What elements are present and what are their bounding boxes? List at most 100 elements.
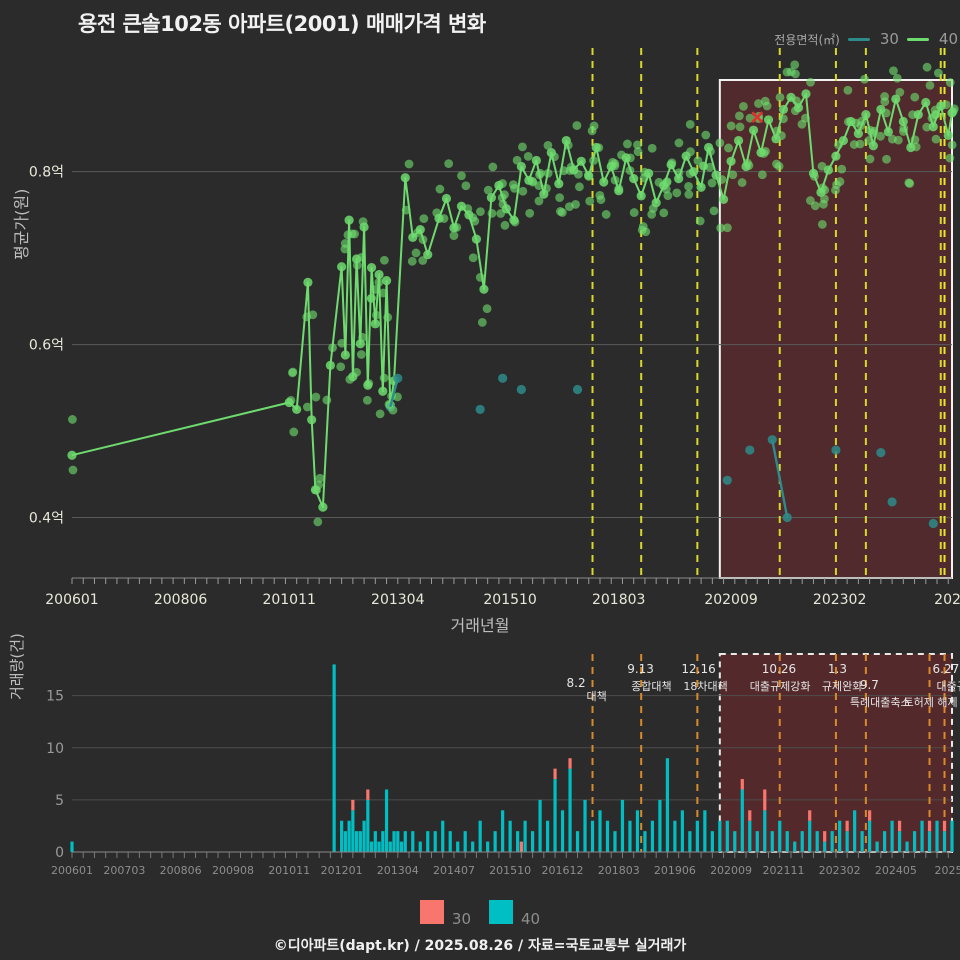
price-scatter-point-40 xyxy=(367,293,376,303)
price-scatter-point-40 xyxy=(288,368,297,378)
volume-bar-40 xyxy=(493,831,497,852)
price-scatter-point-40 xyxy=(435,184,445,194)
price-scatter-point-40 xyxy=(512,155,522,165)
volume-bar-40 xyxy=(853,810,857,852)
price-scatter-point-40 xyxy=(641,227,651,237)
volume-bar-40 xyxy=(785,831,789,852)
price-point-40 xyxy=(943,130,953,140)
volume-bar-40 xyxy=(725,820,729,852)
volume-bar-40 xyxy=(456,841,460,852)
volume-bar-40 xyxy=(598,810,602,852)
price-point-40 xyxy=(636,191,646,201)
price-scatter-point-40 xyxy=(369,285,379,294)
price-scatter-point-40 xyxy=(931,134,941,144)
volume-x-tick-label: 20250 xyxy=(935,864,960,877)
price-scatter-point-40 xyxy=(835,177,845,186)
price-scatter-point-40 xyxy=(684,182,693,191)
price-scatter-point-40 xyxy=(463,204,473,214)
price-scatter-point-40 xyxy=(565,166,575,175)
price-scatter-point-40 xyxy=(662,177,672,187)
price-scatter-point-40 xyxy=(948,107,958,116)
price-point-40 xyxy=(696,182,706,192)
volume-x-tick-label: 202009 xyxy=(710,864,752,877)
price-point-40 xyxy=(599,177,609,187)
price-scatter-point-40 xyxy=(542,184,551,193)
volume-policy-label: 대출규제강화 xyxy=(749,680,811,693)
price-scatter-point-40 xyxy=(543,141,553,150)
volume-policy-date: 8.2 xyxy=(566,676,586,690)
volume-bar-40 xyxy=(568,768,572,852)
volume-bar-40 xyxy=(643,831,647,852)
price-scatter-point-40 xyxy=(470,216,480,226)
price-scatter-point-40 xyxy=(800,113,810,123)
price-scatter-point-40 xyxy=(534,196,544,206)
price-x-tick-label: 202009 xyxy=(704,592,757,608)
price-point-40 xyxy=(381,276,392,286)
price-scatter-point-40 xyxy=(857,116,867,126)
price-scatter-point-40 xyxy=(843,117,853,127)
price-scatter-point-40 xyxy=(508,180,518,190)
price-scatter-point-40 xyxy=(659,208,669,218)
volume-policy-label: 특례대출축소 xyxy=(849,696,911,709)
price-scatter-point-40 xyxy=(585,196,595,206)
price-scatter-point-40 xyxy=(364,378,374,388)
price-scatter-point-40 xyxy=(882,154,891,164)
legend-title: 전용면적(㎡) xyxy=(774,32,840,47)
price-scatter-point-40 xyxy=(744,161,754,170)
price-x-tick-label: 201803 xyxy=(592,592,645,608)
price-point-30 xyxy=(928,518,938,529)
volume-bar-40 xyxy=(351,810,355,852)
price-scatter-point-40 xyxy=(925,80,935,90)
price-scatter-point-40 xyxy=(754,99,763,108)
volume-bar-40 xyxy=(845,831,849,852)
price-scatter-point-40 xyxy=(910,92,920,102)
volume-bar-40 xyxy=(838,820,842,852)
price-scatter-point-40 xyxy=(881,108,891,118)
price-scatter-point-40 xyxy=(461,181,471,191)
price-scatter-point-40 xyxy=(661,184,671,194)
price-scatter-point-40 xyxy=(777,131,786,141)
price-scatter-point-40 xyxy=(876,131,885,141)
volume-x-tick-label: 202302 xyxy=(819,864,861,877)
volume-bar-40 xyxy=(605,820,610,852)
price-point-30 xyxy=(745,445,755,455)
volume-policy-label: 대책 xyxy=(586,690,607,703)
volume-bar-40 xyxy=(392,831,396,852)
volume-bar-40 xyxy=(748,820,752,852)
price-scatter-point-40 xyxy=(393,392,402,402)
price-scatter-point-40 xyxy=(717,175,727,184)
price-scatter-point-40 xyxy=(518,142,527,152)
volume-policy-label: 대출규제 xyxy=(936,680,960,693)
price-scatter-point-40 xyxy=(574,169,583,179)
volume-bar-40 xyxy=(905,841,909,852)
price-scatter-point-40 xyxy=(550,152,559,162)
volume-bar-40 xyxy=(418,841,422,852)
price-point-40 xyxy=(303,277,313,287)
volume-bar-40 xyxy=(538,799,542,852)
price-scatter-point-40 xyxy=(411,248,421,258)
volume-bar-40 xyxy=(935,820,939,852)
price-scatter-point-40 xyxy=(356,350,366,359)
volume-bar-40 xyxy=(658,799,662,852)
volume-bar-40 xyxy=(358,831,362,852)
price-scatter-point-40 xyxy=(534,181,544,191)
volume-bar-40 xyxy=(560,810,565,852)
price-scatter-point-40 xyxy=(444,159,454,169)
price-scatter-point-40 xyxy=(510,217,520,227)
price-point-40 xyxy=(733,135,744,146)
volume-x-tick-label: 201304 xyxy=(377,864,419,877)
price-y-tick-label: 0.4억 xyxy=(29,510,64,526)
price-scatter-point-40 xyxy=(610,161,620,171)
price-scatter-point-40 xyxy=(933,68,943,78)
price-point-30 xyxy=(572,384,583,395)
volume-chart: 0 5 10 15 200601 200703 200806 200908 201011 2012… xyxy=(46,653,960,877)
price-scatter-point-40 xyxy=(500,220,510,230)
price-point-30 xyxy=(831,445,841,455)
volume-x-tick-label: 201011 xyxy=(268,864,310,877)
price-scatter-point-40 xyxy=(379,255,389,265)
price-scatter-point-40 xyxy=(716,223,726,233)
price-scatter-point-40 xyxy=(724,143,733,153)
price-point-40 xyxy=(891,94,901,104)
price-scatter-point-40 xyxy=(685,169,695,179)
price-scatter-point-40 xyxy=(745,113,755,123)
